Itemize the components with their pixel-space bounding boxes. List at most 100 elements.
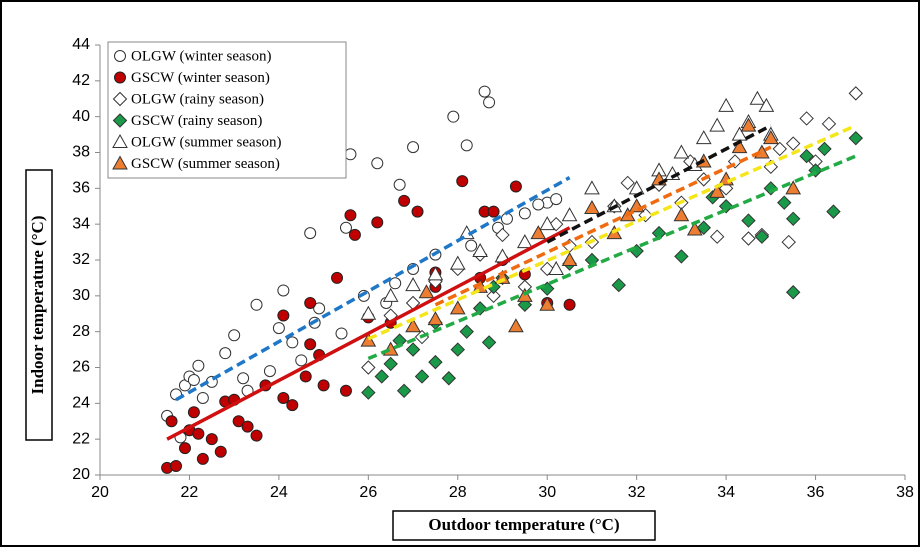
legend-marker [112, 113, 128, 128]
data-point [263, 365, 276, 378]
data-point [459, 324, 474, 339]
y-tick-label: 22 [72, 430, 90, 447]
x-axis-label: Outdoor temperature (°C) [428, 515, 619, 534]
y-label-box [25, 169, 53, 441]
data-point [509, 180, 522, 193]
data-point [427, 266, 444, 281]
data-point [563, 298, 576, 311]
data-point [785, 136, 801, 151]
data-point [456, 175, 469, 188]
y-tick-label: 42 [72, 72, 90, 89]
data-point [450, 342, 465, 357]
trend-line [367, 124, 857, 341]
legend-label: GSCW (summer season) [131, 156, 280, 172]
data-point [799, 111, 814, 126]
legend-label: GSCW (winter season) [131, 70, 270, 86]
data-point [335, 327, 348, 340]
data-point [428, 354, 443, 370]
data-point [250, 298, 263, 311]
data-point [407, 141, 420, 154]
data-point [393, 178, 406, 191]
y-tick-label: 24 [72, 395, 90, 412]
data-point [695, 130, 712, 145]
y-tick-label: 44 [72, 36, 90, 53]
data-point [772, 141, 787, 157]
data-point [539, 216, 556, 231]
data-point [674, 249, 689, 264]
data-point [228, 329, 241, 342]
data-point [344, 148, 357, 161]
data-point [277, 284, 290, 297]
x-tick-label: 34 [717, 484, 735, 501]
data-point [508, 318, 524, 333]
x-tick-label: 26 [359, 484, 377, 501]
data-point [187, 374, 200, 387]
data-point [398, 194, 411, 207]
data-point [187, 406, 200, 419]
data-point [371, 157, 384, 170]
data-point [754, 229, 770, 244]
data-point [781, 234, 796, 250]
data-point [696, 220, 711, 235]
data-point [192, 427, 205, 440]
data-point [361, 360, 376, 375]
data-point [304, 227, 317, 240]
data-point [447, 110, 460, 123]
data-point [411, 205, 424, 218]
data-point [584, 180, 600, 195]
data-point [277, 309, 290, 322]
data-point [550, 193, 563, 206]
data-point [427, 311, 444, 326]
data-point [339, 221, 352, 234]
legend-marker [112, 155, 128, 170]
data-point [673, 144, 690, 159]
data-point [405, 342, 421, 357]
data-point [532, 198, 545, 211]
x-label-box [392, 510, 656, 541]
data-point [848, 86, 864, 101]
x-tick-label: 22 [181, 484, 199, 501]
data-point [785, 211, 801, 226]
data-point [673, 207, 690, 222]
data-point [405, 277, 421, 292]
trend-line [546, 124, 772, 244]
data-point [339, 384, 352, 397]
y-tick-label: 34 [72, 215, 90, 232]
x-tick-label: 32 [628, 484, 646, 501]
data-point [548, 260, 565, 275]
data-point [286, 399, 299, 412]
y-tick-label: 36 [72, 180, 90, 197]
legend-label: OLGW (winter season) [131, 48, 272, 64]
legend-marker [112, 91, 128, 107]
data-point [232, 415, 245, 428]
data-point [785, 285, 801, 300]
data-point [709, 117, 726, 132]
x-tick-label: 24 [270, 484, 288, 501]
data-point [304, 338, 317, 351]
data-point [205, 433, 218, 446]
data-point [777, 195, 792, 210]
data-point [196, 452, 209, 465]
data-point [758, 97, 775, 112]
data-point [360, 305, 377, 320]
data-point [418, 284, 435, 299]
data-point [389, 277, 402, 290]
data-point [741, 213, 756, 228]
data-point [331, 271, 344, 284]
x-tick-label: 36 [807, 484, 825, 501]
data-point [241, 420, 254, 433]
data-point [361, 385, 376, 400]
data-point [344, 209, 357, 222]
data-point [348, 228, 361, 241]
data-point [237, 372, 250, 385]
data-point [165, 415, 178, 428]
data-point [517, 234, 533, 249]
data-point [192, 359, 205, 372]
data-point [518, 207, 531, 220]
data-point [449, 300, 466, 315]
legend-label: OLGW (summer season) [131, 134, 282, 150]
trend-line [367, 154, 857, 361]
data-point [214, 445, 227, 458]
x-tick-label: 38 [896, 484, 914, 501]
